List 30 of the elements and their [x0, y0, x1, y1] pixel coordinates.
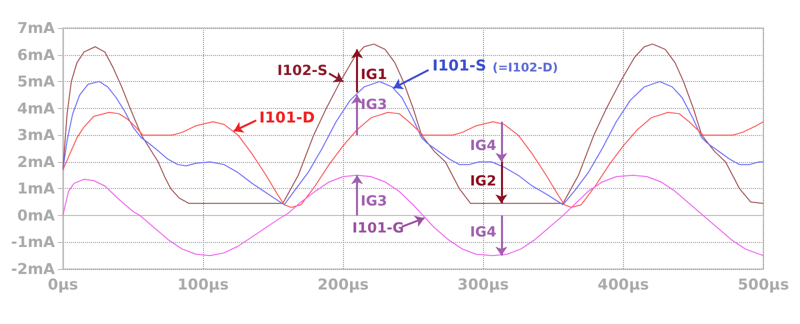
y-tick-label: 6mA — [17, 46, 56, 64]
y-tick-label: 5mA — [17, 72, 56, 91]
line-series — [62, 44, 764, 204]
annotation: I101-D — [259, 108, 315, 127]
annotation: IG3 — [360, 96, 388, 113]
annotation: IG4 — [470, 224, 497, 240]
x-tick-label: 0µs — [48, 276, 78, 294]
annotation: IG3 — [360, 193, 388, 210]
annotation: IG4 — [470, 138, 497, 154]
annotation: IG1 — [360, 66, 388, 83]
x-tick-label: 300µs — [458, 276, 509, 294]
y-tick-label: 1mA — [17, 180, 56, 198]
y-tick-label: 2mA — [17, 152, 56, 171]
x-tick-label: 100µs — [177, 276, 229, 294]
y-tick-label: 4mA — [17, 99, 56, 118]
y-tick-label: 7mA — [17, 19, 56, 37]
line-series — [62, 112, 764, 208]
annotation: I102-S — [277, 63, 328, 80]
x-tick-label: 500µs — [738, 276, 790, 294]
annotation: IG2 — [470, 174, 496, 190]
x-tick-label: 400µs — [598, 276, 649, 294]
annotation: (=I102-D) — [492, 60, 558, 74]
y-tick-label: -1mA — [10, 233, 56, 252]
x-tick-label: 200µs — [317, 276, 369, 294]
y-tick-label: -2mA — [10, 260, 56, 278]
y-tick-label: 3mA — [17, 126, 56, 144]
annotation: I101-G — [352, 220, 404, 237]
annotation: I101-S — [432, 56, 486, 74]
y-tick-label: 0mA — [17, 206, 56, 224]
line-series — [62, 81, 764, 206]
